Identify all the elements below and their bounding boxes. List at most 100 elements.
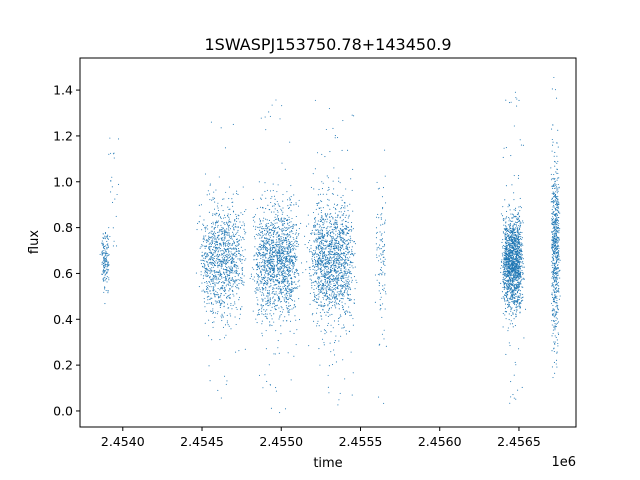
data-point — [252, 278, 254, 280]
data-point — [380, 217, 382, 219]
data-point — [220, 239, 223, 241]
data-point — [279, 239, 281, 241]
data-point — [283, 285, 285, 288]
data-point — [383, 338, 385, 340]
data-point — [293, 355, 295, 357]
data-point — [278, 257, 280, 259]
data-point — [304, 235, 306, 237]
data-point — [324, 279, 326, 281]
data-point — [211, 273, 213, 275]
data-point — [281, 259, 283, 261]
data-point — [228, 224, 231, 226]
data-point — [223, 260, 225, 262]
data-point — [269, 304, 271, 306]
data-point — [321, 234, 323, 236]
data-point — [346, 232, 348, 234]
data-point — [270, 197, 272, 200]
data-point — [334, 252, 336, 255]
data-point — [277, 235, 279, 237]
data-point — [222, 326, 225, 328]
data-point — [206, 252, 208, 255]
data-point — [213, 266, 215, 268]
data-point — [293, 238, 295, 240]
data-point — [231, 267, 233, 269]
data-point — [221, 287, 223, 289]
data-point — [332, 280, 335, 282]
data-point — [517, 389, 519, 391]
data-point — [507, 206, 509, 208]
data-point — [275, 254, 277, 256]
data-point — [261, 313, 263, 315]
data-point — [379, 292, 382, 294]
data-point — [261, 265, 263, 268]
data-point — [234, 219, 236, 221]
data-point — [257, 309, 259, 311]
data-point — [216, 300, 218, 302]
data-point — [382, 246, 384, 248]
data-point — [228, 296, 230, 299]
data-point — [340, 207, 343, 209]
data-point — [351, 246, 353, 248]
data-point — [295, 269, 297, 271]
data-point — [286, 277, 288, 279]
data-point — [270, 261, 272, 263]
data-point — [383, 289, 385, 291]
data-point — [218, 250, 220, 252]
data-point — [211, 267, 213, 269]
data-point — [265, 330, 267, 332]
data-point — [321, 250, 323, 252]
data-point — [238, 249, 240, 252]
data-point — [327, 232, 329, 234]
data-point — [271, 104, 273, 106]
data-point — [225, 277, 227, 279]
data-point — [275, 227, 277, 229]
data-point — [332, 297, 334, 299]
data-point — [342, 195, 344, 197]
data-point — [330, 231, 332, 233]
data-point — [283, 247, 285, 249]
data-point — [329, 226, 331, 228]
data-point — [313, 266, 316, 268]
data-point — [106, 276, 108, 278]
data-point — [218, 255, 220, 257]
data-point — [354, 266, 356, 268]
data-point — [223, 235, 225, 237]
data-point — [229, 284, 232, 286]
data-point — [212, 259, 215, 262]
data-point — [350, 225, 352, 227]
data-point — [378, 274, 380, 276]
data-point — [269, 260, 271, 262]
data-point — [513, 125, 515, 127]
data-point — [314, 284, 316, 287]
data-point — [266, 189, 268, 191]
data-point — [521, 238, 523, 240]
data-point — [324, 287, 326, 289]
data-point — [199, 215, 201, 217]
data-point — [224, 232, 226, 234]
data-point — [212, 310, 214, 312]
data-point — [260, 270, 262, 272]
data-point — [320, 269, 322, 271]
data-point — [343, 262, 345, 264]
data-point — [287, 205, 289, 207]
data-point — [222, 253, 224, 255]
data-point — [291, 256, 293, 258]
data-point — [320, 260, 322, 262]
data-point — [273, 211, 275, 213]
data-point — [297, 205, 300, 207]
data-point — [330, 324, 332, 326]
data-point — [294, 254, 296, 256]
data-point — [279, 285, 281, 287]
data-point — [283, 272, 285, 274]
data-point — [109, 137, 111, 139]
data-point — [224, 276, 226, 278]
data-point — [288, 291, 290, 293]
data-point — [281, 162, 283, 164]
data-point — [234, 281, 236, 283]
data-point — [345, 188, 347, 190]
data-point — [284, 237, 286, 239]
data-point — [219, 304, 221, 307]
data-point — [286, 199, 289, 201]
data-point — [327, 245, 329, 247]
data-point — [346, 247, 348, 249]
